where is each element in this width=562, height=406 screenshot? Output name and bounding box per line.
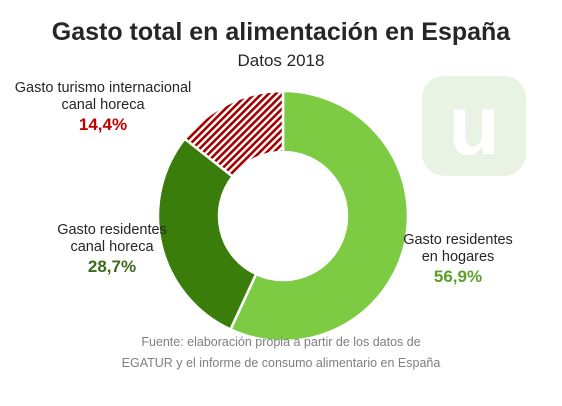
slice-label-line: Gasto residentes <box>403 232 513 248</box>
slice-value-homes: 56,9% <box>433 267 483 286</box>
slice-tourism <box>182 89 285 179</box>
slice-label-line: en hogares <box>421 249 495 265</box>
slice-homes <box>228 89 410 343</box>
u-logo-icon: u <box>422 76 526 176</box>
slice-horeca <box>156 137 258 332</box>
slice-label-line: canal horeca <box>70 239 154 255</box>
chart-title: Gasto total en alimentación en España <box>51 18 511 46</box>
slice-label-line: Gasto turismo internacional <box>14 80 192 96</box>
slice-label-homes: Gasto residentes en hogares 56,9% <box>384 232 532 287</box>
slice-label-line: Gasto residentes <box>57 222 167 238</box>
source-line: Fuente: elaboración propia a partir de l… <box>141 335 421 349</box>
slice-value-horeca: 28,7% <box>87 257 137 276</box>
slice-label-horeca: Gasto residentes canal horeca 28,7% <box>22 222 202 277</box>
source-note: Fuente: elaboración propia a partir de l… <box>0 332 562 374</box>
slice-value-tourism: 14,4% <box>78 115 128 134</box>
chart-subtitle: Datos 2018 <box>237 51 325 70</box>
slice-label-line: canal horeca <box>61 97 145 113</box>
source-line: EGATUR y el informe de consumo alimentar… <box>121 356 441 370</box>
logo-letter: u <box>448 78 500 172</box>
slice-label-tourism: Gasto turismo internacional canal horeca… <box>8 80 198 135</box>
